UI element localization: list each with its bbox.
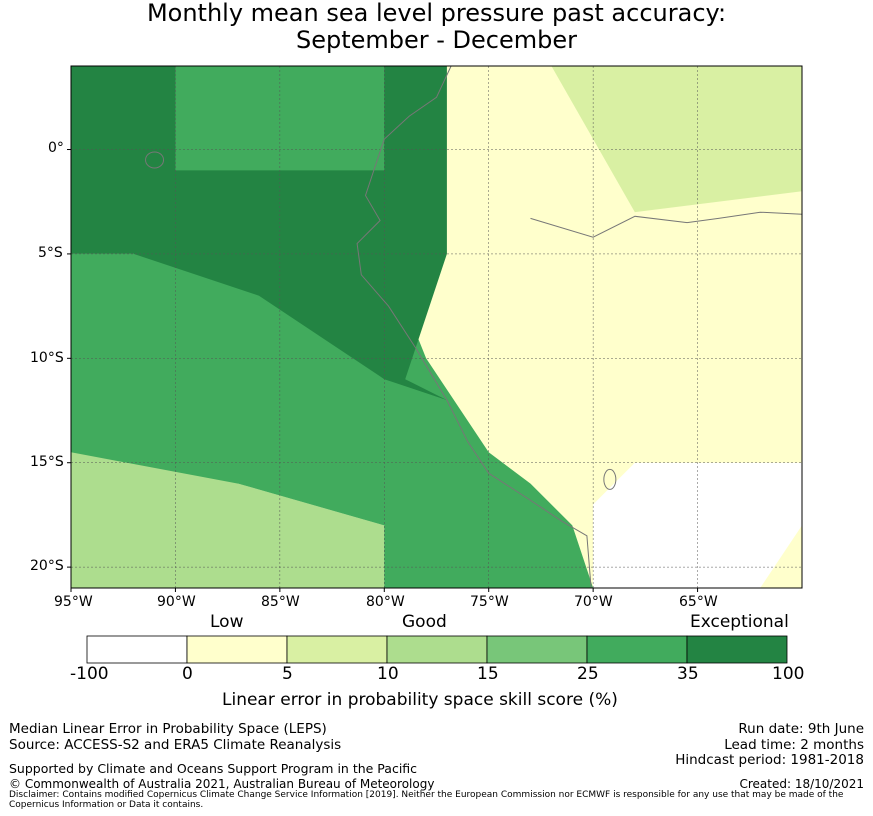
footer-run-date: Run date: 9th June xyxy=(738,721,864,737)
lat-tick-5s: 5°S xyxy=(38,245,63,261)
cbar-tick-5: 5 xyxy=(282,664,293,684)
colorbar-segment-1 xyxy=(186,635,288,664)
map-frame xyxy=(70,65,803,589)
colorbar-segment-3 xyxy=(386,635,488,664)
lon-tick-80w: 80°W xyxy=(366,594,405,610)
colorbar-segment-6 xyxy=(686,635,788,664)
colorbar xyxy=(86,635,788,664)
skill-map xyxy=(67,65,865,592)
region-good-north xyxy=(488,66,865,213)
river-line xyxy=(530,211,803,238)
lon-tick-65w: 65°W xyxy=(679,594,718,610)
lon-tick-70w: 70°W xyxy=(574,594,613,610)
colorbar-label: Linear error in probability space skill … xyxy=(222,690,618,710)
title-line-2: September - December xyxy=(295,26,578,54)
category-low: Low xyxy=(210,612,244,632)
colorbar-segment-5 xyxy=(586,635,688,664)
lon-tick-85w: 85°W xyxy=(261,594,300,610)
colorbar-segment-2 xyxy=(286,635,388,664)
footer-method: Median Linear Error in Probability Space… xyxy=(9,721,327,737)
cbar-tick-25: 25 xyxy=(577,664,599,684)
footer-disclaimer: Disclaimer: Contains modified Copernicus… xyxy=(9,790,844,810)
galapagos-islands xyxy=(145,151,165,169)
category-exceptional: Exceptional xyxy=(690,612,789,632)
footer-support: Supported by Climate and Oceans Support … xyxy=(9,761,418,776)
coastline xyxy=(356,65,592,589)
lat-tick-15s: 15°S xyxy=(30,454,64,470)
cbar-tick-15: 15 xyxy=(477,664,499,684)
cbar-tick-100: 100 xyxy=(772,664,805,684)
cbar-tick-35: 35 xyxy=(677,664,699,684)
footer-source: Source: ACCESS-S2 and ERA5 Climate Reana… xyxy=(9,737,342,753)
colorbar-segment-0 xyxy=(86,635,188,664)
lat-tick-10s: 10°S xyxy=(30,350,64,366)
lon-tick-75w: 75°W xyxy=(470,594,509,610)
footer-hindcast: Hindcast period: 1981-2018 xyxy=(675,752,864,768)
footer-copyright: © Commonwealth of Australia 2021, Austra… xyxy=(9,777,435,791)
cbar-tick-0: 0 xyxy=(182,664,193,684)
cbar-tick-minus100: -100 xyxy=(70,664,109,684)
category-good: Good xyxy=(402,612,447,632)
colorbar-segment-4 xyxy=(486,635,588,664)
cbar-tick-10: 10 xyxy=(377,664,399,684)
region-25-35 xyxy=(71,253,594,588)
footer-lead-time: Lead time: 2 months xyxy=(724,737,864,753)
title-line-1: Monthly mean sea level pressure past acc… xyxy=(146,0,727,27)
lake-titicaca xyxy=(603,468,617,490)
region-white-south xyxy=(593,462,802,588)
lon-tick-95w: 95°W xyxy=(54,594,93,610)
lat-tick-20s: 20°S xyxy=(30,558,64,574)
footer-created: Created: 18/10/2021 xyxy=(739,777,864,791)
lon-tick-90w: 90°W xyxy=(157,594,196,610)
lat-tick-0: 0° xyxy=(48,140,64,156)
